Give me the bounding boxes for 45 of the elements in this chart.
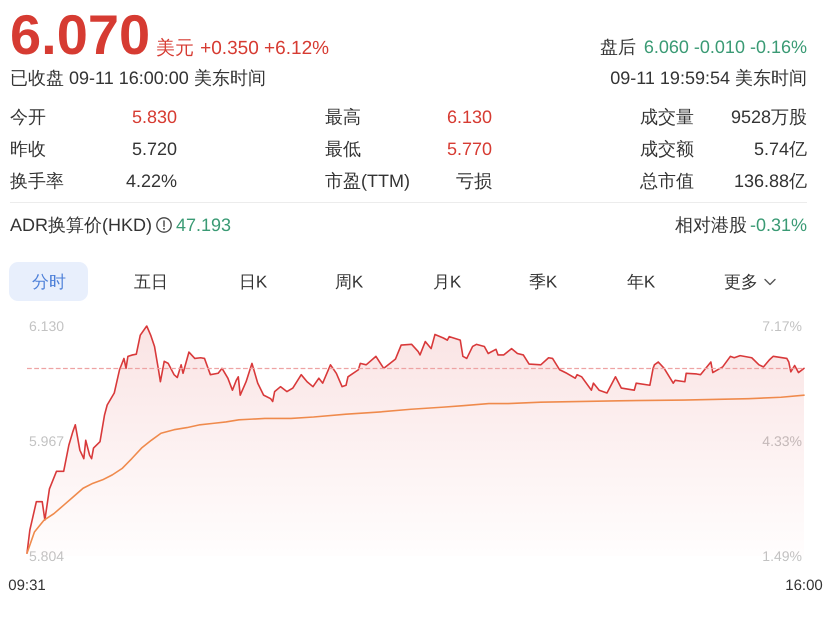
text: 最低 [325,139,361,159]
y-tick-label: 5.804 [29,548,64,564]
text: 6.130 [446,107,492,127]
text: 日K [238,272,268,292]
text: 成交额 [640,139,694,159]
text: 美元 [156,38,194,59]
y2-tick-label: 1.49% [762,548,802,564]
text: 总市值 [640,171,694,191]
text: 09-11 19:59:54 美东时间 [610,68,807,88]
text: 换手率 [10,171,64,191]
x-tick-label: 16:00 [785,577,823,594]
y2-tick-label: 4.33% [762,433,802,449]
text: 五日 [134,272,168,292]
text: 5.830 [132,107,177,127]
text: 亏损 [456,171,492,191]
y-tick-label: 6.130 [29,318,64,334]
text: 6.070 [10,3,150,66]
text: 盘后 [600,37,636,57]
text: 市盈(TTM) [325,171,410,191]
text: 月K [432,272,462,292]
text: 9528万股 [730,107,807,127]
text: 年K [626,272,656,292]
text: 更多 [724,272,758,292]
text: 今开 [10,107,46,127]
text: 分时 [32,272,66,292]
text: 136.88亿 [734,171,807,191]
text: 47.193 [176,215,232,235]
text: 5.770 [446,139,492,159]
text: 昨收 [10,139,46,159]
text: ADR换算价(HKD) [10,215,152,235]
text: 6.060 -0.010 -0.16% [644,37,807,57]
text: 周K [334,272,364,292]
text: -0.31% [750,215,807,235]
x-tick-label: 09:31 [8,577,46,594]
text: 季K [528,272,558,292]
y2-tick-label: 7.17% [762,318,802,334]
text: 最高 [325,107,361,127]
text: 5.74亿 [754,139,807,159]
text: 成交量 [640,107,694,127]
text: 4.22% [126,171,177,191]
y-tick-label: 5.967 [29,433,64,449]
text: 相对港股 [674,215,747,235]
text: 已收盘 09-11 16:00:00 美东时间 [10,68,266,88]
text: +0.350 +6.12% [200,38,330,59]
text: 5.720 [132,139,177,159]
